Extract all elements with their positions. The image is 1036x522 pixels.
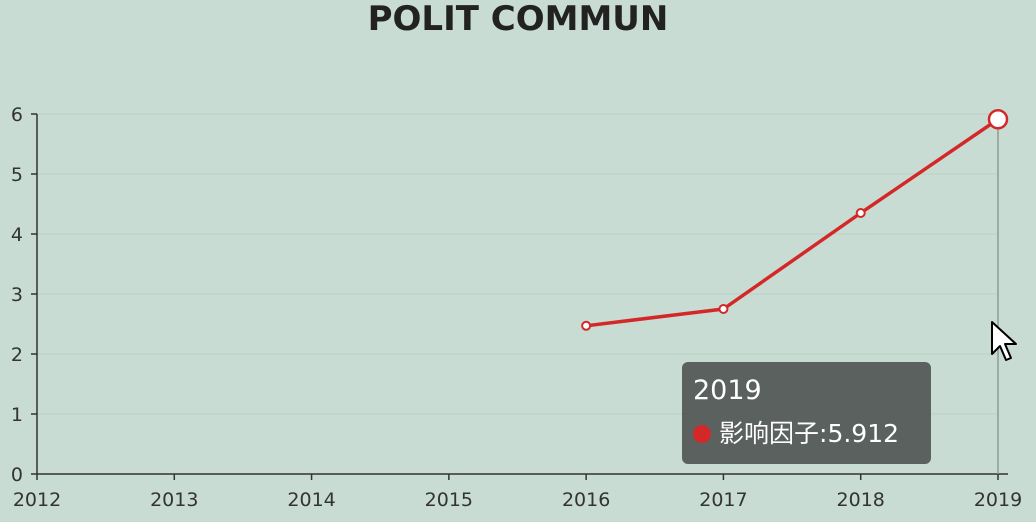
data-point bbox=[718, 304, 729, 314]
series-line bbox=[585, 117, 999, 328]
data-point bbox=[855, 208, 866, 218]
tooltip: 2019 影响因子: 5.912 bbox=[682, 362, 931, 464]
x-axis-ticks: 2012 2013 2014 2015 2016 2017 2018 2019 bbox=[13, 474, 1022, 511]
x-tick-label: 2012 bbox=[13, 489, 61, 511]
data-point bbox=[581, 320, 592, 331]
x-tick-label: 2017 bbox=[699, 489, 747, 511]
x-tick-label: 2014 bbox=[287, 489, 335, 511]
y-tick-label: 6 bbox=[11, 104, 23, 126]
x-tick-label: 2018 bbox=[837, 489, 885, 511]
tooltip-separator: : bbox=[819, 419, 828, 448]
y-tick-label: 3 bbox=[11, 284, 23, 306]
tooltip-series-name: 影响因子 bbox=[719, 419, 820, 448]
mouse-pointer-icon bbox=[991, 321, 1017, 361]
y-tick-label: 1 bbox=[11, 404, 23, 426]
y-tick-label: 5 bbox=[11, 164, 23, 186]
series-marker-dot bbox=[693, 425, 711, 443]
y-tick-label: 4 bbox=[11, 224, 23, 246]
grid-lines bbox=[37, 113, 998, 415]
x-tick-label: 2013 bbox=[150, 489, 198, 511]
x-tick-label: 2019 bbox=[974, 489, 1022, 511]
y-axis-ticks: 0 1 2 3 4 5 6 bbox=[11, 104, 37, 486]
x-tick-label: 2015 bbox=[425, 489, 473, 511]
y-tick-label: 0 bbox=[11, 464, 23, 486]
x-tick-label: 2016 bbox=[562, 489, 610, 511]
series-group bbox=[581, 109, 1009, 331]
tooltip-value: 5.912 bbox=[827, 419, 900, 448]
y-tick-label: 2 bbox=[11, 344, 23, 366]
chart-title: POLIT COMMUN bbox=[368, 0, 669, 39]
tooltip-title: 2019 bbox=[693, 375, 762, 406]
tooltip-row: 影响因子: 5.912 bbox=[693, 414, 920, 454]
data-point-highlighted bbox=[987, 109, 1009, 130]
